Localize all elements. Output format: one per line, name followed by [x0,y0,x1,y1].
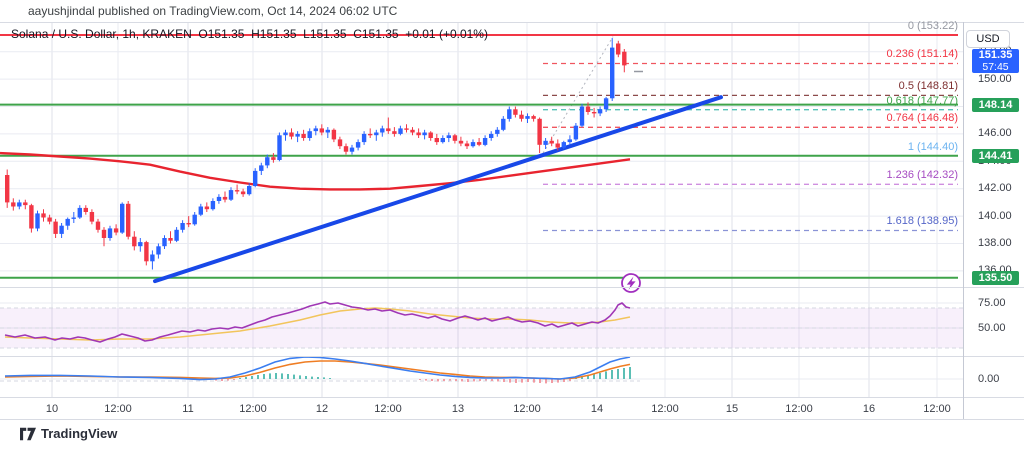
fib-level-label: 0.5 (148.81) [898,80,958,93]
time-tick-label: 16 [862,403,876,415]
fib-level-label: 0.764 (146.48) [886,112,958,125]
fib-level-label: 1.236 (142.32) [886,169,958,182]
time-tick-label: 10 [45,403,59,415]
time-tick-label: 12:00 [651,403,679,415]
fib-level-label: 1 (144.40) [907,140,958,153]
red-moving-average-line [0,151,631,191]
gridlines [0,22,963,397]
price-badge: 144.41 [972,148,1019,163]
macd-histogram [209,367,631,384]
macd-line [4,356,631,381]
time-tick-label: 12 [315,403,329,415]
time-tick-label: 12:00 [104,403,132,415]
candlestick-series [5,38,627,270]
price-tick-label: 150.00 [978,72,1012,85]
symbol-title: Solana / U.S. Dollar, 1h, KRAKEN O151.35… [11,27,488,41]
time-tick-label: 11 [182,403,194,415]
fib-level-label: 0.618 (147.77) [886,94,958,107]
time-tick-label: 12:00 [785,403,813,415]
price-tick-label: 136.00 [978,265,1012,276]
time-tick-label: 12:00 [923,403,951,415]
time-tick-label: 13 [451,403,465,415]
tradingview-logo[interactable]: TradingView [20,426,117,441]
symbol-name: Solana / U.S. Dollar, 1h, KRAKEN [11,27,192,41]
ascending-trendline[interactable] [153,95,723,284]
time-tick-label: 14 [590,403,604,415]
rsi-tick-label: 75.00 [978,296,1006,309]
price-tick-label: 140.00 [978,209,1012,222]
tradingview-logo-text: TradingView [41,426,118,441]
tradingview-logo-icon [20,427,36,440]
horizontal-level-lines [0,34,958,279]
price-badge: 151.35 57:45 [972,49,1019,74]
flash-marker-icon[interactable] [621,273,641,293]
time-tick-label: 15 [725,403,739,415]
fib-level-label: 1.618 (138.95) [886,215,958,228]
time-tick-label: 12:00 [239,403,267,415]
time-tick-label: 12:00 [513,403,541,415]
price-tick-label: 142.00 [978,182,1012,195]
macd-tick-label: 0.00 [978,372,1000,385]
price-tick-label: 138.00 [978,237,1012,249]
price-tick-label: 146.00 [978,127,1012,140]
fib-level-label: 0 (153.22) [907,20,958,32]
time-tick-label: 12:00 [374,403,402,415]
fib-retracement-lines [542,36,958,232]
rsi-tick-label: 50.00 [978,321,1006,334]
attribution-text: aayushjindal published on TradingView.co… [28,4,398,18]
price-badge: 148.14 [972,97,1019,112]
price-badge: 135.50 [972,270,1019,285]
rsi-line [4,301,631,343]
currency-unit-button[interactable]: USD [966,30,1010,48]
panel-borders [0,22,1024,420]
fib-level-label: 0.236 (151.14) [886,48,958,61]
ohlc-values: O151.35 H151.35 L151.35 C151.35 +0.01 (+… [198,27,488,41]
rsi-band [0,307,963,382]
